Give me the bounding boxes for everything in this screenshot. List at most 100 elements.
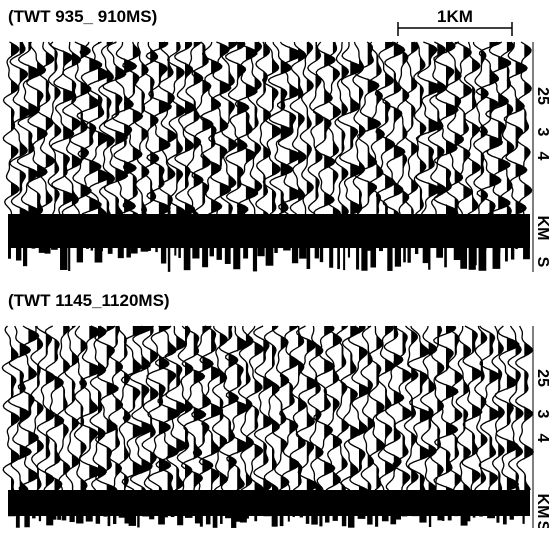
band-block: [184, 248, 191, 270]
axis-label: 4: [534, 434, 551, 443]
band-block: [343, 248, 345, 270]
band-block: [429, 516, 431, 527]
band-block: [510, 516, 514, 520]
trace-line: [492, 326, 504, 490]
band-block: [319, 516, 322, 526]
band-block: [342, 516, 346, 526]
band-block: [274, 248, 277, 253]
band-block: [292, 248, 298, 263]
band-block: [96, 516, 100, 524]
band-block: [231, 516, 236, 528]
band-block: [465, 516, 470, 521]
band-block: [240, 516, 247, 523]
axis-label: 4: [534, 152, 551, 161]
band-block: [474, 248, 477, 265]
band-block: [16, 248, 21, 261]
band-block: [479, 516, 483, 517]
band-block: [454, 248, 461, 260]
band-block: [174, 248, 176, 256]
band-block: [254, 516, 257, 521]
band-block: [325, 516, 329, 523]
band-block: [108, 516, 111, 526]
band-block: [177, 516, 183, 525]
band-block: [320, 248, 323, 262]
band-block: [168, 248, 170, 272]
band-block: [283, 248, 290, 250]
band-block: [307, 248, 311, 269]
band-block: [333, 516, 338, 521]
band-block: [69, 516, 74, 522]
band-block: [253, 248, 257, 271]
band-block: [387, 248, 392, 271]
black-band: [8, 490, 530, 516]
band-block: [311, 516, 318, 525]
band-block: [141, 248, 149, 252]
band-block: [448, 516, 452, 520]
band-block: [257, 248, 264, 256]
axis-label: KM: [534, 216, 551, 241]
band-block: [51, 248, 58, 250]
band-block: [131, 248, 138, 254]
band-block: [379, 248, 383, 251]
scale-label: 1KM: [437, 7, 473, 26]
band-block: [266, 248, 274, 266]
band-block: [382, 516, 389, 521]
band-block: [300, 516, 303, 517]
band-block: [361, 248, 367, 271]
band-block: [428, 248, 430, 270]
band-block: [32, 516, 35, 518]
band-block: [511, 248, 514, 260]
band-block: [288, 516, 290, 522]
band-block: [91, 248, 94, 251]
band-block: [225, 248, 231, 264]
trace-line: [48, 42, 61, 214]
black-band: [8, 214, 530, 248]
band-block: [213, 516, 218, 528]
band-block: [23, 248, 27, 266]
axis-label: 25: [534, 369, 551, 387]
band-block: [395, 248, 401, 267]
band-block: [337, 248, 340, 269]
band-block: [442, 516, 444, 521]
band-block: [137, 516, 139, 527]
band-block: [220, 516, 223, 524]
trace-fill: [376, 326, 384, 490]
axis-label: 3: [534, 128, 551, 137]
band-block: [185, 516, 193, 518]
band-block: [118, 248, 124, 258]
band-block: [498, 248, 500, 253]
band-block: [403, 248, 406, 262]
band-block: [367, 516, 372, 525]
band-block: [280, 516, 284, 526]
band-block: [129, 516, 136, 526]
trace-fill: [316, 326, 324, 490]
band-block: [247, 516, 249, 519]
band-block: [103, 516, 107, 517]
band-block: [503, 516, 507, 524]
trace-line: [99, 42, 115, 214]
band-block: [192, 248, 199, 258]
band-block: [77, 248, 83, 262]
band-block: [86, 248, 89, 249]
axis-label: 25: [534, 87, 551, 105]
band-block: [293, 516, 295, 517]
band-block: [243, 248, 248, 259]
trace-fill: [403, 42, 409, 214]
wiggle-section: [3, 42, 531, 214]
band-block: [113, 516, 116, 524]
band-block: [126, 248, 130, 258]
band-block: [272, 516, 278, 527]
band-block: [523, 516, 525, 524]
band-block: [155, 248, 157, 252]
trace-fill: [176, 42, 185, 214]
band-block: [225, 516, 232, 518]
band-block: [210, 248, 214, 256]
band-block: [60, 248, 67, 270]
band-block: [178, 248, 181, 258]
band-block: [148, 248, 151, 251]
band-block: [523, 248, 530, 259]
band-block: [149, 516, 154, 519]
band-block: [8, 248, 11, 259]
band-block: [394, 516, 401, 520]
